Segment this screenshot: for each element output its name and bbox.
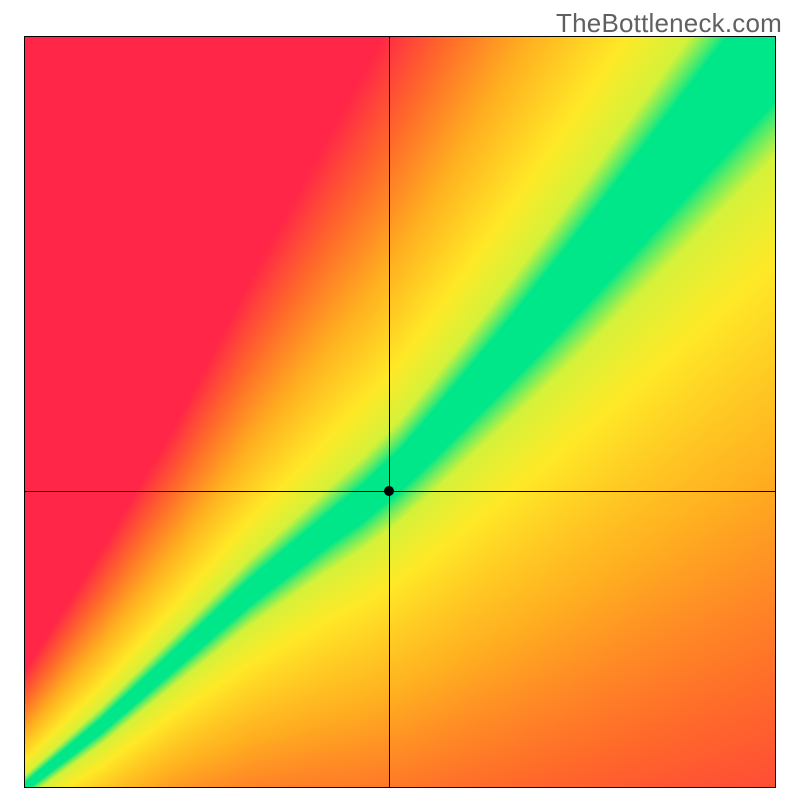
- watermark-text: TheBottleneck.com: [556, 8, 782, 39]
- heatmap-canvas: [25, 37, 775, 787]
- bottleneck-heatmap: [24, 36, 776, 788]
- crosshair-horizontal: [25, 491, 775, 492]
- selection-marker: [384, 486, 394, 496]
- crosshair-vertical: [389, 37, 390, 787]
